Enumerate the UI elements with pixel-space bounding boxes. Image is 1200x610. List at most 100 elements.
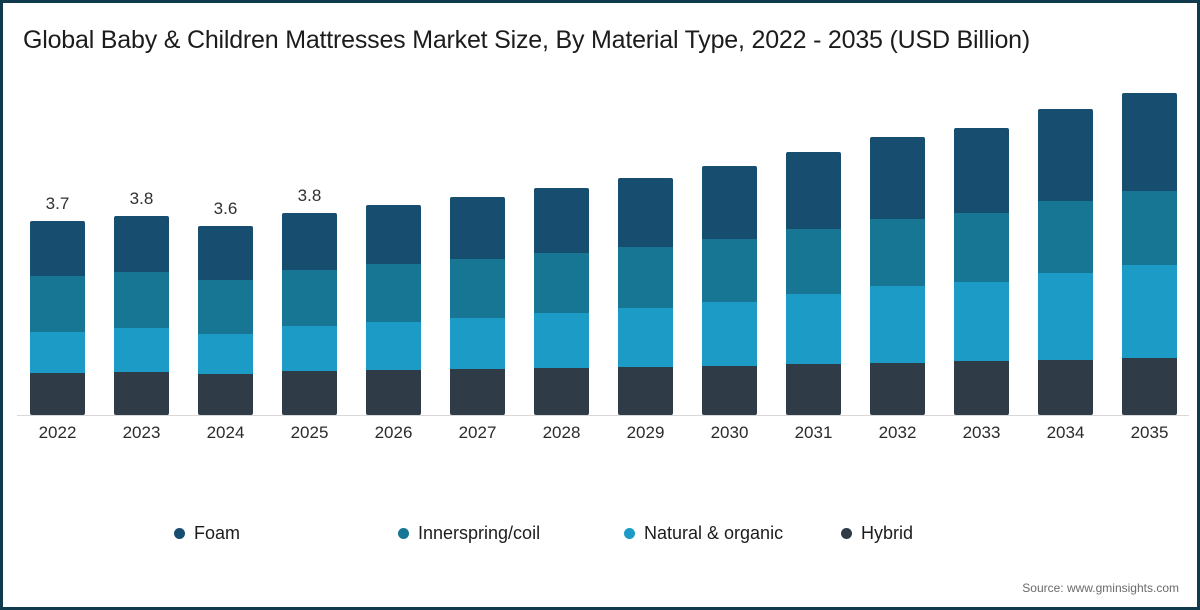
bar-group: [450, 197, 505, 415]
stacked-bar[interactable]: [870, 136, 925, 415]
bar-segment-hybrid: [870, 362, 925, 415]
x-axis-tick-2032: 2032: [878, 423, 917, 442]
stacked-bar[interactable]: [1038, 108, 1093, 415]
x-axis-tick-2028: 2028: [542, 423, 581, 442]
bar-segment-hybrid: [30, 373, 85, 415]
legend-item-natural-organic[interactable]: Natural & organic: [624, 523, 783, 544]
bar-segment-innerspring-coil: [30, 275, 85, 333]
legend-item-foam[interactable]: Foam: [174, 523, 240, 544]
bar-segment-foam: [114, 215, 169, 272]
bar-segment-hybrid: [450, 369, 505, 415]
stacked-bar[interactable]: [450, 197, 505, 415]
legend-item-hybrid[interactable]: Hybrid: [841, 523, 913, 544]
stacked-bar[interactable]: [786, 152, 841, 415]
bar-segment-foam: [618, 178, 673, 247]
bar-segment-innerspring-coil: [366, 264, 421, 323]
bar-group: [702, 166, 757, 415]
bar-segment-natural-organic: [198, 333, 253, 374]
legend-swatch-icon: [398, 528, 409, 539]
bar-value-label: 3.8: [297, 185, 322, 205]
stacked-bar[interactable]: [1122, 92, 1177, 415]
bar-group: 3.6: [198, 199, 253, 415]
bar-segment-natural-organic: [1122, 264, 1177, 359]
bar-segment-foam: [366, 205, 421, 265]
bar-segment-foam: [786, 152, 841, 230]
x-axis-tick-2029: 2029: [626, 423, 665, 442]
bar-segment-natural-organic: [786, 294, 841, 365]
bar-segment-natural-organic: [30, 332, 85, 373]
bar-segment-hybrid: [1122, 358, 1177, 415]
bar-segment-hybrid: [114, 371, 169, 415]
bar-group: [1122, 92, 1177, 415]
bar-group: 3.8: [114, 189, 169, 415]
bar-segment-innerspring-coil: [1122, 191, 1177, 265]
x-axis-tick-2023: 2023: [122, 423, 161, 442]
bar-segment-innerspring-coil: [534, 252, 589, 314]
legend-item-innerspring-coil[interactable]: Innerspring/coil: [398, 523, 540, 544]
bar-segment-natural-organic: [702, 301, 757, 366]
bar-segment-hybrid: [198, 373, 253, 415]
x-axis-tick-labels: 2022 2023 2024 2025 2026 2027 2028 2029 2030 2031…: [17, 423, 1189, 449]
x-axis-tick-2025: 2025: [290, 423, 329, 442]
bar-segment-natural-organic: [534, 313, 589, 369]
bar-segment-innerspring-coil: [870, 219, 925, 287]
bar-segment-natural-organic: [282, 326, 337, 372]
legend-item-label: Natural & organic: [644, 523, 784, 543]
bar-segment-foam: [1038, 108, 1093, 202]
bar-segment-natural-organic: [366, 322, 421, 371]
bar-group: [870, 136, 925, 415]
bar-segment-natural-organic: [870, 286, 925, 363]
stacked-bar[interactable]: [954, 128, 1009, 415]
x-axis-tick-2034: 2034: [1046, 423, 1085, 442]
stacked-bar[interactable]: [282, 212, 337, 415]
bar-segment-natural-organic: [618, 307, 673, 368]
stacked-bar[interactable]: [366, 205, 421, 415]
bar-group: [534, 187, 589, 415]
bar-segment-foam: [534, 187, 589, 253]
bar-value-label: 3.7: [45, 193, 70, 213]
bar-group: [618, 178, 673, 415]
legend-item-label: Hybrid: [861, 523, 914, 543]
bar-segment-hybrid: [954, 361, 1009, 415]
bar-value-label: 3.6: [213, 199, 238, 219]
stacked-bar[interactable]: [198, 226, 253, 415]
plot-area: 3.7 3.8 3.6 3.8: [17, 83, 1189, 416]
page-title: Global Baby & Children Mattresses Market…: [23, 26, 1030, 54]
x-axis-tick-2030: 2030: [710, 423, 749, 442]
stacked-bar[interactable]: [30, 220, 85, 415]
stacked-bar[interactable]: [702, 166, 757, 415]
x-axis-tick-2027: 2027: [458, 423, 497, 442]
stacked-bar[interactable]: [534, 187, 589, 415]
legend-item-label: Innerspring/coil: [418, 523, 541, 543]
x-axis-tick-2026: 2026: [374, 423, 413, 442]
x-axis-tick-2033: 2033: [962, 423, 1001, 442]
x-axis-baseline: [17, 415, 1189, 416]
bar-segment-foam: [450, 197, 505, 260]
bar-segment-innerspring-coil: [282, 269, 337, 327]
stacked-bar[interactable]: [114, 215, 169, 415]
bar-segment-foam: [1122, 92, 1177, 192]
bar-segment-hybrid: [702, 365, 757, 415]
bar-segment-natural-organic: [954, 281, 1009, 362]
bar-group: 3.7: [30, 194, 85, 415]
x-axis-tick-2035: 2035: [1130, 423, 1169, 442]
legend-swatch-icon: [174, 528, 185, 539]
bar-group: [954, 128, 1009, 415]
bar-segment-hybrid: [366, 370, 421, 415]
stacked-bar[interactable]: [618, 178, 673, 415]
bar-group: [1038, 108, 1093, 415]
bar-segment-hybrid: [1038, 359, 1093, 415]
bar-segment-hybrid: [786, 364, 841, 415]
bar-segment-innerspring-coil: [702, 238, 757, 302]
x-axis-tick-2024: 2024: [206, 423, 245, 442]
bar-group: [786, 152, 841, 415]
bar-segment-foam: [30, 220, 85, 276]
legend-item-label: Foam: [194, 523, 241, 543]
legend-swatch-icon: [624, 528, 635, 539]
bar-segment-hybrid: [282, 371, 337, 415]
bar-segment-innerspring-coil: [618, 246, 673, 308]
bar-value-label: 3.8: [129, 188, 154, 208]
x-axis-tick-2022: 2022: [38, 423, 77, 442]
bar-segment-natural-organic: [114, 328, 169, 372]
